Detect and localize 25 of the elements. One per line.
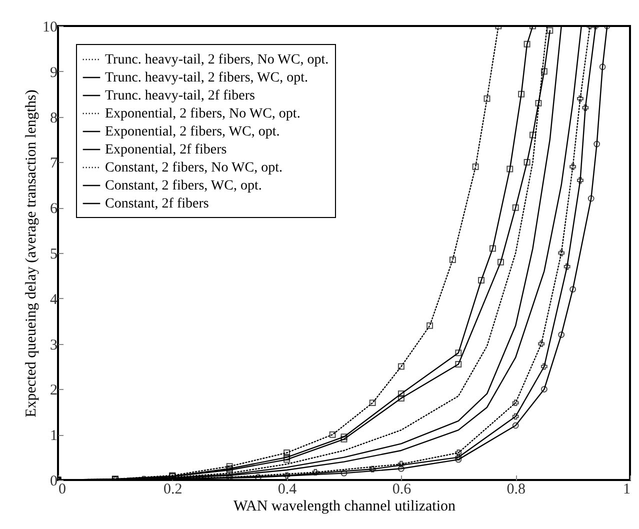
legend-label: Constant, 2 fibers, No WC, opt.	[105, 160, 282, 176]
y-tick-label: 9	[50, 64, 58, 81]
legend-label: Constant, 2f fibers	[105, 196, 209, 212]
x-axis-title: WAN wavelength channel utilization	[233, 498, 456, 514]
legend-label: Constant, 2 fibers, WC, opt.	[105, 178, 262, 194]
x-tick-label: 0.2	[164, 482, 182, 498]
y-tick-label: 7	[50, 156, 58, 172]
y-tick-label: 1	[50, 428, 58, 444]
y-axis-title: Expected queueing delay (average transaction lengths)	[24, 90, 40, 418]
legend-label: Trunc. heavy-tail, 2f fibers	[105, 88, 255, 104]
legend-label: Exponential, 2f fibers	[105, 142, 227, 158]
y-tick-label: 5	[50, 246, 58, 262]
x-tick-label: 0.8	[506, 482, 526, 498]
y-tick-label: 3	[50, 337, 58, 354]
y-tick-label: 2	[50, 382, 58, 399]
legend-label: Exponential, 2 fibers, WC, opt.	[105, 124, 280, 140]
x-tick-label: 1	[623, 482, 630, 498]
x-tick-label: 0.6	[392, 482, 412, 498]
y-tick-label: 6	[50, 201, 58, 218]
legend-label: Trunc. heavy-tail, 2 fibers, No WC, opt.	[105, 52, 329, 68]
y-tick-label: 8	[50, 110, 58, 126]
x-tick-label: 0.4	[278, 482, 298, 498]
y-tick-label: 10	[42, 20, 58, 36]
legend-label: Trunc. heavy-tail, 2 fibers, WC, opt.	[105, 70, 308, 86]
legend-label: Exponential, 2 fibers, No WC, opt.	[105, 106, 300, 122]
